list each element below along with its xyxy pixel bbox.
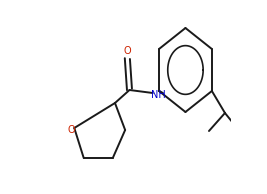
- Text: O: O: [124, 46, 131, 56]
- Text: NH: NH: [151, 90, 166, 100]
- Text: O: O: [68, 125, 75, 135]
